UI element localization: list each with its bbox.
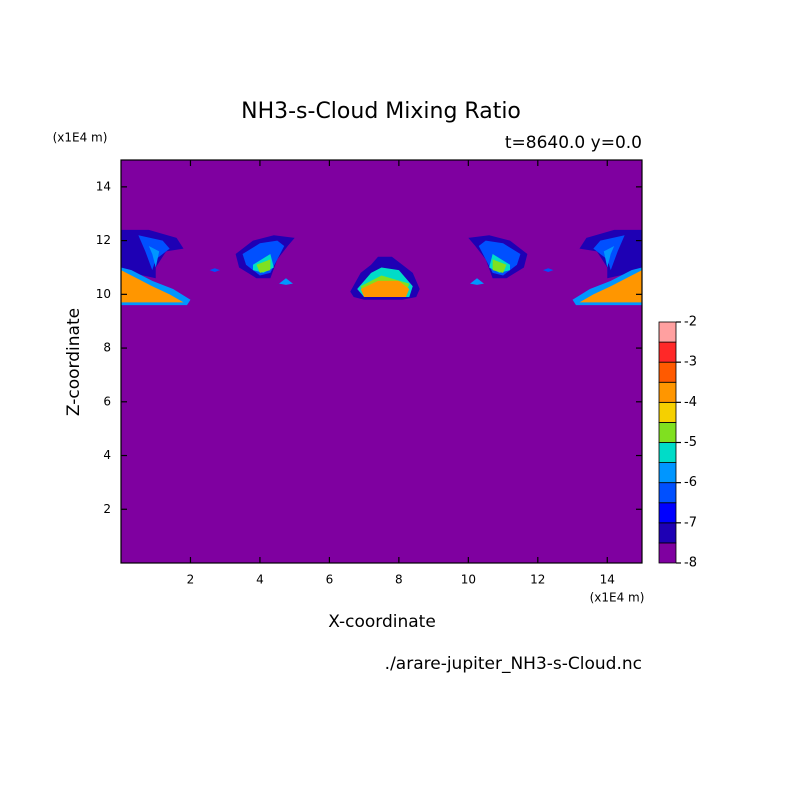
plot-frame — [120, 159, 643, 564]
y-tick-label: 4 — [103, 448, 111, 462]
colorbar-band — [658, 522, 677, 544]
contour-region — [603, 245, 615, 268]
contour-region — [543, 268, 554, 273]
contour-region — [492, 259, 507, 273]
colorbar-band — [658, 482, 677, 504]
colorbar-tick-label: -5 — [684, 435, 697, 450]
y-tick-label: 2 — [103, 502, 111, 516]
x-tick-label: 4 — [256, 573, 264, 587]
x-tick-label: 14 — [600, 573, 615, 587]
colorbar-band — [658, 401, 677, 423]
colorbar-tick-label: -4 — [684, 395, 697, 410]
colorbar-band — [658, 502, 677, 524]
contour-region — [579, 270, 642, 303]
chart-title: NH3-s-Cloud Mixing Ratio — [241, 99, 521, 124]
x-axis-label: X-coordinate — [328, 612, 436, 632]
contour-region — [121, 160, 642, 563]
y-tick-label: 14 — [96, 179, 111, 193]
x-unit: (x1E4 m) — [590, 591, 645, 605]
y-tick-label: 10 — [96, 287, 111, 301]
contour-region — [121, 270, 184, 303]
colorbar-band — [658, 442, 677, 463]
contour-region — [279, 278, 293, 285]
colorbar-tick-label: -8 — [684, 556, 697, 571]
colorbar-tick-label: -6 — [684, 475, 697, 490]
y-unit: (x1E4 m) — [53, 131, 108, 145]
y-axis-label: Z-coordinate — [64, 308, 84, 416]
colorbar-band — [658, 321, 677, 343]
x-tick-label: 10 — [461, 573, 476, 587]
chart-subtitle: t=8640.0 y=0.0 — [505, 133, 642, 153]
footer: ./arare-jupiter_NH3-s-Cloud.nc — [385, 654, 642, 674]
x-tick-label: 2 — [187, 573, 195, 587]
colorbar-band — [658, 542, 677, 564]
colorbar-tick-label: -7 — [684, 515, 697, 530]
x-tick-label: 8 — [395, 573, 403, 587]
contour-region — [470, 278, 484, 285]
colorbar-band — [658, 462, 677, 484]
colorbar-band — [658, 361, 677, 383]
contour-region — [256, 259, 271, 273]
y-tick-label: 12 — [96, 233, 111, 247]
colorbar-band — [658, 341, 677, 363]
y-tick-label: 6 — [103, 394, 111, 408]
contour-region — [209, 268, 220, 273]
x-tick-label: 6 — [326, 573, 334, 587]
contour-region — [148, 245, 160, 268]
y-tick-label: 8 — [103, 341, 111, 355]
colorbar-band — [658, 381, 677, 403]
colorbar-tick-label: -2 — [684, 315, 697, 330]
colorbar-band — [658, 422, 677, 443]
contour-region — [360, 280, 410, 298]
x-tick-label: 12 — [530, 573, 545, 587]
colorbar-tick-label: -3 — [684, 355, 697, 370]
